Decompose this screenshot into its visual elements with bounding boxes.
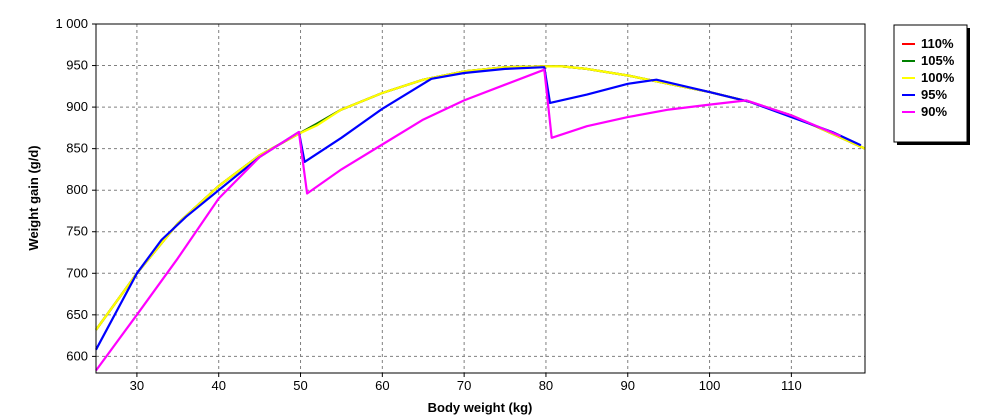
x-tick-label: 80 xyxy=(539,378,553,393)
y-axis-title: Weight gain (g/d) xyxy=(26,145,41,250)
x-tick-label: 30 xyxy=(130,378,144,393)
x-tick-label: 70 xyxy=(457,378,471,393)
series-line-95pct xyxy=(95,66,862,351)
series-group xyxy=(95,65,866,372)
x-axis: 30 40 50 60 70 80 90 100 110 xyxy=(130,373,802,393)
y-tick-label: 850 xyxy=(66,141,88,156)
legend-label: 90% xyxy=(921,104,947,119)
x-tick-label: 90 xyxy=(621,378,635,393)
y-tick-label: 600 xyxy=(66,348,88,363)
y-tick-label: 650 xyxy=(66,307,88,322)
series-line-90pct xyxy=(95,68,841,372)
legend-label: 110% xyxy=(921,36,954,51)
x-tick-label: 60 xyxy=(375,378,389,393)
legend: 110% 105% 100% 95% 90% xyxy=(893,24,970,145)
x-tick-label: 40 xyxy=(211,378,225,393)
y-tick-label: 900 xyxy=(66,99,88,114)
x-axis-title: Body weight (kg) xyxy=(428,400,533,415)
plot-area xyxy=(95,23,866,374)
x-tick-label: 100 xyxy=(699,378,721,393)
y-tick-label: 800 xyxy=(66,182,88,197)
legend-label: 95% xyxy=(921,87,947,102)
legend-label: 100% xyxy=(921,70,955,85)
legend-label: 105% xyxy=(921,53,955,68)
plot-border xyxy=(95,23,866,374)
x-tick-label: 110 xyxy=(781,378,802,393)
y-axis: 600 650 700 750 800 850 900 950 1 000 xyxy=(55,16,96,363)
y-tick-label: 1 000 xyxy=(55,16,88,31)
y-tick-label: 950 xyxy=(66,58,88,73)
x-tick-label: 50 xyxy=(293,378,307,393)
grid xyxy=(96,24,865,373)
y-tick-label: 700 xyxy=(66,265,88,280)
y-tick-label: 750 xyxy=(66,224,88,239)
